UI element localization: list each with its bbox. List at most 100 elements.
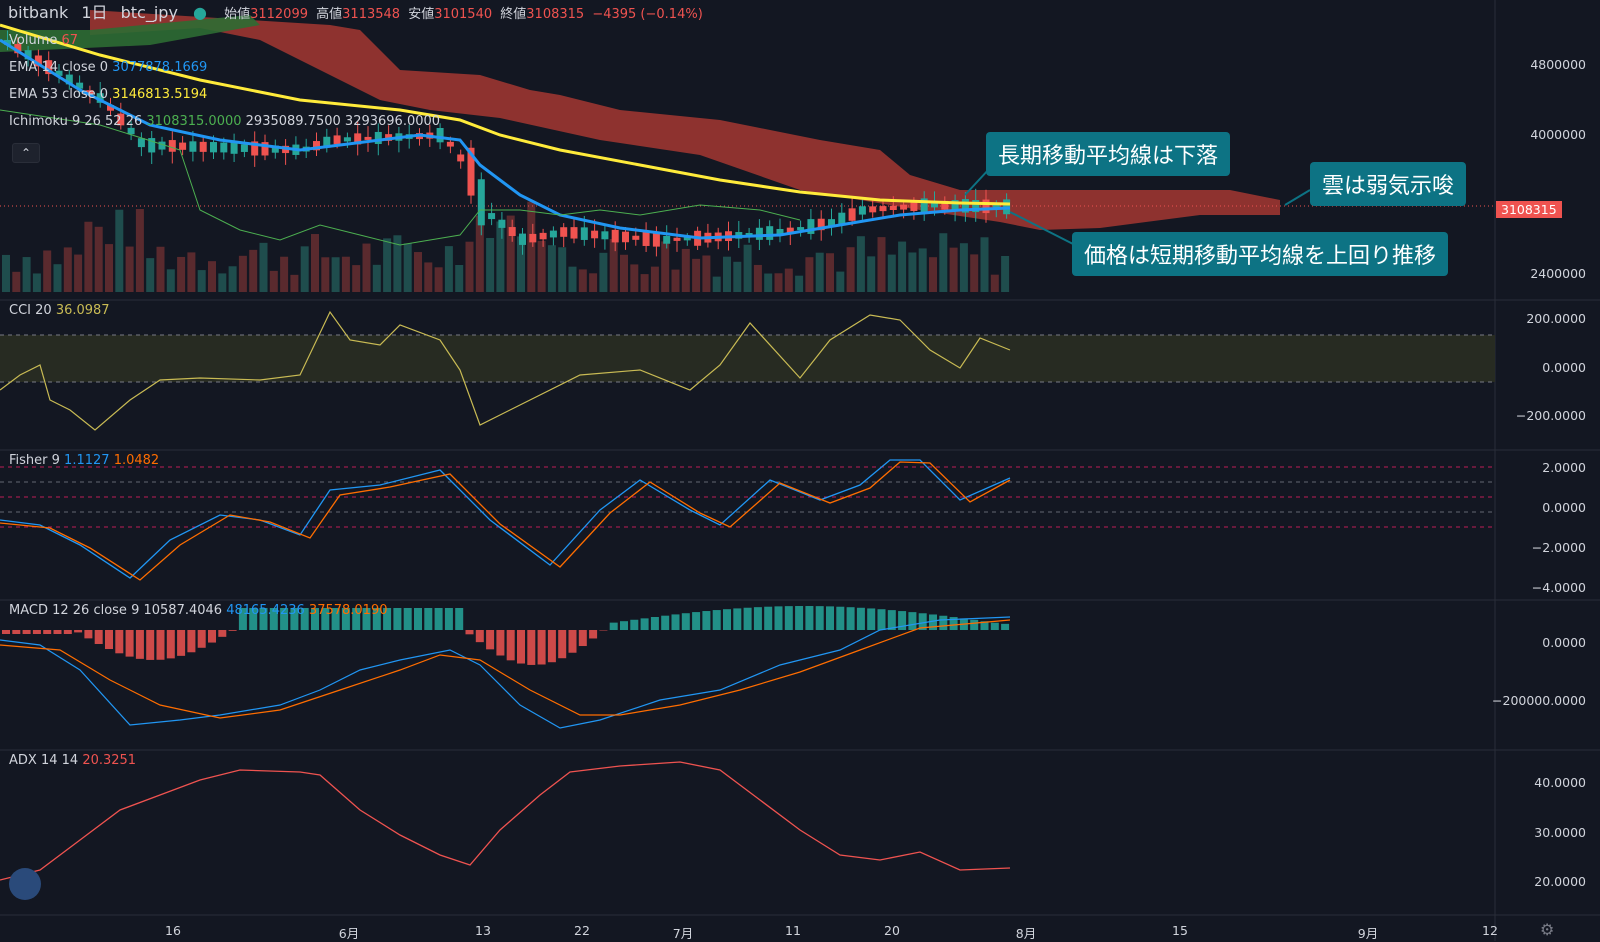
volume-bar xyxy=(589,273,597,292)
volume-bar xyxy=(764,274,772,292)
macd-histogram-bar xyxy=(785,606,793,630)
candle-body xyxy=(529,234,536,242)
ichimoku-legend[interactable]: Ichimoku 9 26 52 26 3108315.0000 2935089… xyxy=(9,114,440,130)
volume-bar xyxy=(733,262,741,292)
volume-bar xyxy=(187,252,195,292)
volume-bar xyxy=(280,257,288,292)
volume-bar xyxy=(785,269,793,292)
candle-body xyxy=(571,227,578,238)
volume-bar xyxy=(672,270,680,292)
axis-cci-3: −200.0000 xyxy=(1516,408,1586,423)
volume-bar xyxy=(486,238,494,292)
volume-bar xyxy=(960,243,968,292)
candle-body xyxy=(138,138,145,147)
candle-body xyxy=(241,144,248,152)
volume-bar xyxy=(929,257,937,292)
volume-bar xyxy=(435,267,443,292)
candle-body xyxy=(550,231,557,238)
macd-histogram-bar xyxy=(136,630,144,659)
volume-bar xyxy=(301,246,309,292)
candle-body xyxy=(900,205,907,210)
macd-histogram-bar xyxy=(795,606,803,630)
ema14-legend[interactable]: EMA 14 close 0 3077878.1669 xyxy=(9,60,207,76)
ema53-legend[interactable]: EMA 53 close 0 3146813.5194 xyxy=(9,87,207,103)
macd-histogram-bar xyxy=(538,630,546,664)
candle-body xyxy=(581,227,588,240)
volume-bar xyxy=(476,216,484,292)
symbol-name: btc_jpy xyxy=(121,3,178,22)
candle-body xyxy=(478,179,485,225)
candle-body xyxy=(890,206,897,210)
macd-histogram-bar xyxy=(620,621,628,630)
axis-main-3: 2400000 xyxy=(1530,266,1586,281)
macd-histogram-bar xyxy=(713,610,721,630)
macd-histogram-bar xyxy=(177,630,185,656)
macd-histogram-bar xyxy=(682,613,690,630)
macd-histogram-bar xyxy=(527,630,535,665)
candle-body xyxy=(447,142,454,147)
macd-histogram-bar xyxy=(733,608,741,630)
volume-bar xyxy=(661,241,669,292)
volume-bar xyxy=(558,247,566,292)
volume-bar xyxy=(229,266,237,292)
candle-body xyxy=(189,141,196,151)
volume-bar xyxy=(579,269,587,292)
collapse-legend-button[interactable]: ⌃ xyxy=(12,143,40,163)
adx-legend[interactable]: ADX 14 14 20.3251 xyxy=(9,753,136,769)
macd-histogram-bar xyxy=(115,630,123,653)
axis-fisher-4: −4.0000 xyxy=(1532,580,1586,595)
x-tick: 22 xyxy=(574,923,590,938)
axis-macd-1: 0.0000 xyxy=(1542,635,1586,650)
volume-bar xyxy=(342,257,350,292)
macd-histogram-bar xyxy=(187,630,195,652)
macd-histogram-bar xyxy=(847,607,855,630)
candle-body xyxy=(859,206,866,214)
macd-legend[interactable]: MACD 12 26 close 9 10587.4046 48165.4236… xyxy=(9,603,388,619)
volume-bar xyxy=(878,237,886,292)
volume-bar xyxy=(157,247,165,292)
tradingview-logo-icon[interactable] xyxy=(9,868,41,900)
candle-body xyxy=(509,227,516,236)
x-tick: 12 xyxy=(1482,923,1498,938)
candle-body xyxy=(375,132,382,144)
volume-bar xyxy=(332,257,340,292)
axis-adx-1: 40.0000 xyxy=(1534,775,1586,790)
candle-body xyxy=(169,140,176,152)
candle-body xyxy=(756,228,763,240)
fisher-legend[interactable]: Fisher 9 1.1127 1.0482 xyxy=(9,453,159,469)
volume-bar xyxy=(270,271,278,292)
macd-histogram-bar xyxy=(455,608,463,630)
current-price-tag: 3108315 xyxy=(1496,201,1562,218)
volume-bar xyxy=(455,265,463,292)
candle-body xyxy=(869,206,876,212)
x-tick: 9月 xyxy=(1358,923,1378,942)
candle-body xyxy=(519,234,526,245)
volume-legend[interactable]: Volume 67 xyxy=(9,33,78,49)
macd-histogram-bar xyxy=(218,630,226,637)
x-tick: 7月 xyxy=(673,923,693,942)
cci-legend[interactable]: CCI 20 36.0987 xyxy=(9,303,110,319)
macd-histogram-bar xyxy=(558,630,566,658)
gear-icon[interactable]: ⚙ xyxy=(1540,920,1554,939)
macd-histogram-bar xyxy=(764,607,772,630)
volume-bar xyxy=(692,259,700,292)
macd-histogram-bar xyxy=(105,630,113,649)
volume-bar xyxy=(888,255,896,292)
macd-histogram-bar xyxy=(991,623,999,630)
volume-bar xyxy=(620,255,628,292)
x-tick: 6月 xyxy=(339,923,359,942)
callout-pointer xyxy=(1285,190,1310,205)
macd-histogram-bar xyxy=(393,608,401,630)
macd-histogram-bar xyxy=(466,630,474,634)
volume-bar xyxy=(74,255,82,292)
macd-histogram-bar xyxy=(23,630,31,634)
volume-bar xyxy=(363,244,371,292)
volume-bar xyxy=(702,255,710,292)
chevron-up-icon: ⌃ xyxy=(21,146,31,160)
volume-bar xyxy=(569,267,577,292)
volume-bar xyxy=(723,257,731,292)
volume-bar xyxy=(599,253,607,292)
macd-histogram-bar xyxy=(878,609,886,630)
axis-main-1: 4800000 xyxy=(1530,57,1586,72)
